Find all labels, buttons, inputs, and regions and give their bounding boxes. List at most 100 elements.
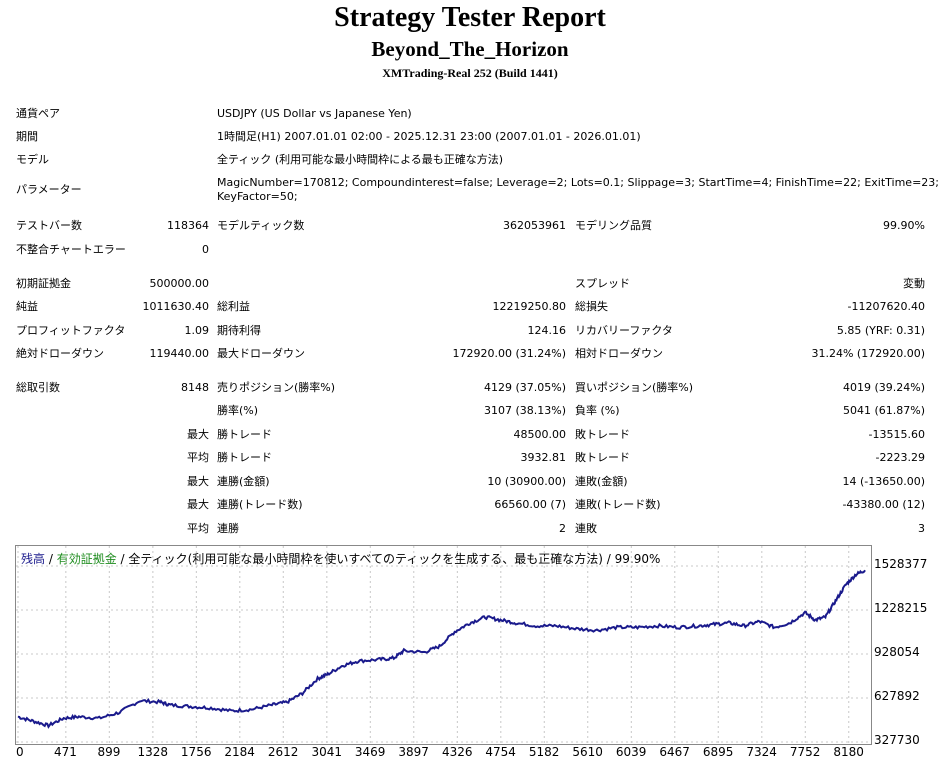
y-tick-label: 327730 — [874, 733, 920, 747]
x-tick-label: 8180 — [833, 745, 864, 759]
y-tick-label: 928054 — [874, 644, 920, 659]
balance-chart: 残高 / 有効証拠金 / 全ティック(利用可能な最小時間枠を使いすべてのティック… — [15, 545, 872, 745]
recovery-factor-value: 5.85 (YRF: 0.31) — [836, 324, 925, 337]
y-tick-label: 1228215 — [874, 601, 928, 615]
x-tick-label: 4754 — [485, 745, 516, 759]
total-trades-value: 8148 — [181, 381, 209, 394]
max-consec-wins-value: 10 (30900.00) — [487, 475, 566, 488]
symbol-label: 通貨ペア — [16, 107, 60, 120]
initial-deposit-value: 500000.00 — [149, 277, 210, 290]
max-drawdown-value: 172920.00 (31.24%) — [452, 347, 566, 360]
x-tick-label: 6895 — [702, 745, 734, 759]
balance-series-line — [17, 569, 866, 729]
avg-consec-wins-value: 2 — [559, 522, 566, 535]
gross-profit-value: 12219250.80 — [492, 300, 566, 313]
x-tick-label: 5182 — [528, 745, 560, 759]
x-tick-label: 2184 — [224, 745, 255, 759]
max-consec-losses-value: 14 (-13650.00) — [842, 475, 925, 488]
max-consec-wins-label: 連勝(金額) — [217, 475, 270, 488]
initial-deposit-label: 初期証拠金 — [16, 277, 71, 290]
max-consec-profit-value: 66560.00 (7) — [494, 498, 566, 511]
legend-equity: 有効証拠金 — [56, 552, 117, 566]
loss-rate-label: 負率 (%) — [575, 404, 620, 417]
x-tick-label: 5610 — [572, 745, 603, 759]
modeling-quality-value: 99.90% — [883, 219, 925, 232]
largest-win-value: 48500.00 — [513, 428, 567, 441]
largest-win-label: 勝トレード — [217, 428, 272, 441]
total-trades-label: 総取引数 — [16, 381, 60, 394]
model-ticks-label: モデルティック数 — [217, 219, 305, 232]
avg-loss-label: 敗トレード — [575, 451, 630, 464]
modeling-quality-label: モデリング品質 — [575, 219, 652, 232]
avg-consec-losses-value: 3 — [918, 522, 925, 535]
average-prefix: 平均 — [187, 451, 209, 464]
max-consec-profit-label: 連勝(トレード数) — [217, 498, 303, 511]
period-value: 1時間足(H1) 2007.01.01 02:00 - 2025.12.31 2… — [217, 130, 641, 143]
parameters-value-line2: KeyFactor=50; — [217, 190, 298, 203]
model-value: 全ティック (利用可能な最小時間枠による最も正確な方法) — [217, 153, 504, 166]
long-positions-label: 買いポジション(勝率%) — [575, 381, 694, 394]
max-consec-prefix: 最大 — [187, 475, 209, 488]
profit-factor-value: 1.09 — [184, 324, 210, 337]
abs-drawdown-value: 119440.00 — [149, 347, 210, 360]
max-consec-losses-label: 連敗(金額) — [575, 475, 628, 488]
avg-consec-losses-label: 連敗 — [575, 522, 597, 535]
test-bars-label: テストバー数 — [16, 219, 82, 232]
x-tick-label: 471 — [54, 745, 77, 759]
max-consec-trades-prefix: 最大 — [187, 498, 209, 511]
server-build: XMTrading-Real 252 (Build 1441) — [382, 66, 558, 80]
y-tick-label: 627892 — [874, 688, 920, 703]
x-tick-label: 7324 — [746, 745, 777, 759]
period-label: 期間 — [16, 130, 38, 143]
gross-loss-value: -11207620.40 — [847, 300, 925, 313]
largest-loss-value: -13515.60 — [868, 428, 925, 441]
win-rate-label: 勝率(%) — [217, 404, 259, 417]
parameters-label: パラメーター — [16, 183, 82, 196]
avg-win-label: 勝トレード — [217, 451, 272, 464]
loss-rate-value: 5041 (61.87%) — [842, 404, 925, 417]
x-tick-label: 4326 — [441, 745, 473, 759]
x-tick-label: 7752 — [789, 745, 821, 759]
max-consec-loss-label: 連敗(トレード数) — [575, 498, 661, 511]
rel-drawdown-value: 31.24% (172920.00) — [811, 347, 925, 360]
chart-plot — [16, 546, 871, 744]
x-tick-label: 6039 — [615, 745, 647, 759]
avg-consec-wins-label: 連勝 — [217, 522, 239, 535]
model-ticks-value: 362053961 — [503, 219, 566, 232]
chart-legend: 残高 / 有効証拠金 / 全ティック(利用可能な最小時間枠を使いすべてのティック… — [21, 550, 660, 567]
spread-value: 変動 — [903, 277, 925, 290]
profit-factor-label: プロフィットファクタ — [16, 324, 126, 337]
y-tick-label: 1528377 — [874, 557, 928, 571]
legend-balance: 残高 — [21, 552, 46, 566]
gross-profit-label: 総利益 — [217, 300, 250, 313]
largest-loss-label: 敗トレード — [575, 428, 630, 441]
net-profit-value: 1011630.40 — [142, 300, 209, 313]
recovery-factor-label: リカバリーファクタ — [575, 324, 673, 337]
legend-model: 全ティック(利用可能な最小時間枠を使いすべてのティックを生成する、最も正確な方法… — [128, 552, 661, 566]
x-tick-label: 3041 — [311, 745, 342, 759]
test-bars-value: 118364 — [167, 219, 209, 232]
short-positions-value: 4129 (37.05%) — [483, 381, 566, 394]
rel-drawdown-label: 相対ドローダウン — [575, 347, 663, 360]
gross-loss-label: 総損失 — [575, 300, 608, 313]
x-tick-label: 2612 — [267, 745, 299, 759]
x-tick-label: 0 — [16, 745, 24, 759]
ea-name: Beyond_The_Horizon — [371, 37, 569, 61]
symbol-value: USDJPY (US Dollar vs Japanese Yen) — [217, 107, 412, 120]
expected-payoff-value: 124.16 — [527, 324, 567, 337]
largest-prefix: 最大 — [187, 428, 209, 441]
x-tick-label: 899 — [97, 745, 121, 759]
expected-payoff-label: 期待利得 — [217, 324, 261, 337]
spread-label: スプレッド — [575, 277, 630, 290]
x-tick-label: 1756 — [180, 745, 212, 759]
model-label: モデル — [16, 153, 49, 166]
net-profit-label: 純益 — [16, 300, 38, 313]
avg-loss-value: -2223.29 — [875, 451, 925, 464]
max-consec-loss-value: -43380.00 (12) — [842, 498, 925, 511]
avg-win-value: 3932.81 — [520, 451, 567, 464]
max-drawdown-label: 最大ドローダウン — [217, 347, 305, 360]
avg-consec-prefix: 平均 — [187, 522, 209, 535]
x-tick-label: 6467 — [659, 745, 690, 759]
x-tick-label: 3469 — [354, 745, 386, 759]
abs-drawdown-label: 絶対ドローダウン — [16, 347, 104, 360]
